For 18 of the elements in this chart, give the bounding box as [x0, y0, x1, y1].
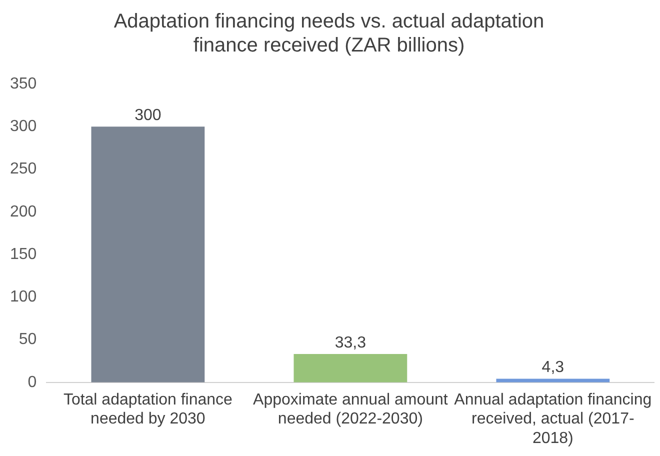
data-label: 300 — [134, 107, 162, 124]
y-tick-label: 200 — [10, 203, 37, 220]
y-tick-label: 50 — [18, 331, 37, 348]
data-label: 33,3 — [334, 334, 366, 352]
bar — [91, 126, 205, 382]
y-tick-label: 0 — [28, 374, 37, 391]
bar — [496, 378, 610, 382]
data-label: 4,3 — [542, 359, 564, 376]
bar — [294, 354, 408, 382]
x-tick-label: Total adaptation finance needed by 2030 — [63, 391, 233, 428]
y-tick-label: 250 — [10, 160, 37, 178]
x-tick-label: Appoximate annual amount needed (2022-2030) — [253, 391, 448, 428]
y-tick-label: 350 — [10, 75, 37, 92]
x-tick-label: Annual adaptation financing received, actual (2017-2018) — [454, 391, 652, 447]
y-tick-label: 300 — [10, 118, 37, 136]
chart-title: Adaptation financing needs vs. actual adaptation finance received (ZAR billions) — [114, 10, 544, 57]
y-tick-label: 100 — [10, 288, 37, 306]
y-tick-label: 150 — [10, 246, 37, 263]
